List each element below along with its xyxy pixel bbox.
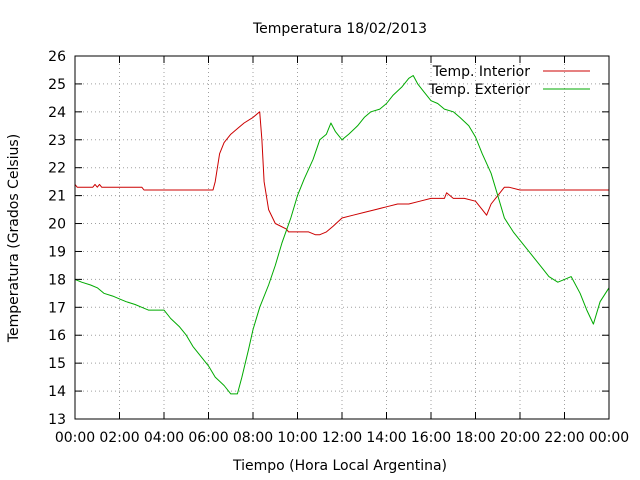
x-tick-label: 20:00 bbox=[500, 430, 540, 446]
series-line-2 bbox=[74, 75, 610, 395]
y-tick-label: 13 bbox=[48, 412, 66, 428]
y-tick-label: 15 bbox=[48, 356, 66, 372]
y-tick-label: 14 bbox=[48, 384, 66, 400]
x-tick-label: 02:00 bbox=[99, 430, 139, 446]
x-tick-label: 10:00 bbox=[277, 430, 317, 446]
x-axis-label: Tiempo (Hora Local Argentina) bbox=[232, 458, 447, 474]
legend-label-2: Temp. Exterior bbox=[428, 82, 531, 98]
series-line-1 bbox=[74, 111, 609, 236]
y-tick-label: 25 bbox=[48, 77, 66, 93]
y-tick-label: 19 bbox=[48, 244, 66, 260]
x-tick-label: 00:00 bbox=[589, 430, 629, 446]
x-tick-label: 00:00 bbox=[55, 430, 95, 446]
x-tick-label: 16:00 bbox=[411, 430, 451, 446]
y-tick-label: 26 bbox=[48, 49, 66, 65]
chart-title: Temperatura 18/02/2013 bbox=[252, 21, 427, 37]
y-tick-label: 23 bbox=[48, 133, 66, 149]
y-tick-label: 17 bbox=[48, 300, 66, 316]
grid-lines bbox=[75, 56, 609, 419]
y-axis-label: Temperatura (Grados Celsius) bbox=[6, 134, 22, 343]
series-lines bbox=[74, 75, 610, 395]
y-tick-label: 16 bbox=[48, 328, 66, 344]
x-tick-label: 22:00 bbox=[544, 430, 584, 446]
y-tick-label: 22 bbox=[48, 161, 66, 177]
y-tick-label: 20 bbox=[48, 217, 66, 233]
x-tick-label: 14:00 bbox=[366, 430, 406, 446]
legend-label-1: Temp. Interior bbox=[432, 64, 531, 80]
y-tick-label: 21 bbox=[48, 189, 66, 205]
x-tick-label: 18:00 bbox=[455, 430, 495, 446]
legend: Temp. Interior Temp. Exterior bbox=[428, 64, 590, 98]
y-tick-label: 18 bbox=[48, 272, 66, 288]
y-tick-label: 24 bbox=[48, 105, 66, 121]
x-tick-label: 12:00 bbox=[322, 430, 362, 446]
x-tick-label: 08:00 bbox=[233, 430, 273, 446]
x-tick-label: 04:00 bbox=[144, 430, 184, 446]
x-tick-label: 06:00 bbox=[188, 430, 228, 446]
